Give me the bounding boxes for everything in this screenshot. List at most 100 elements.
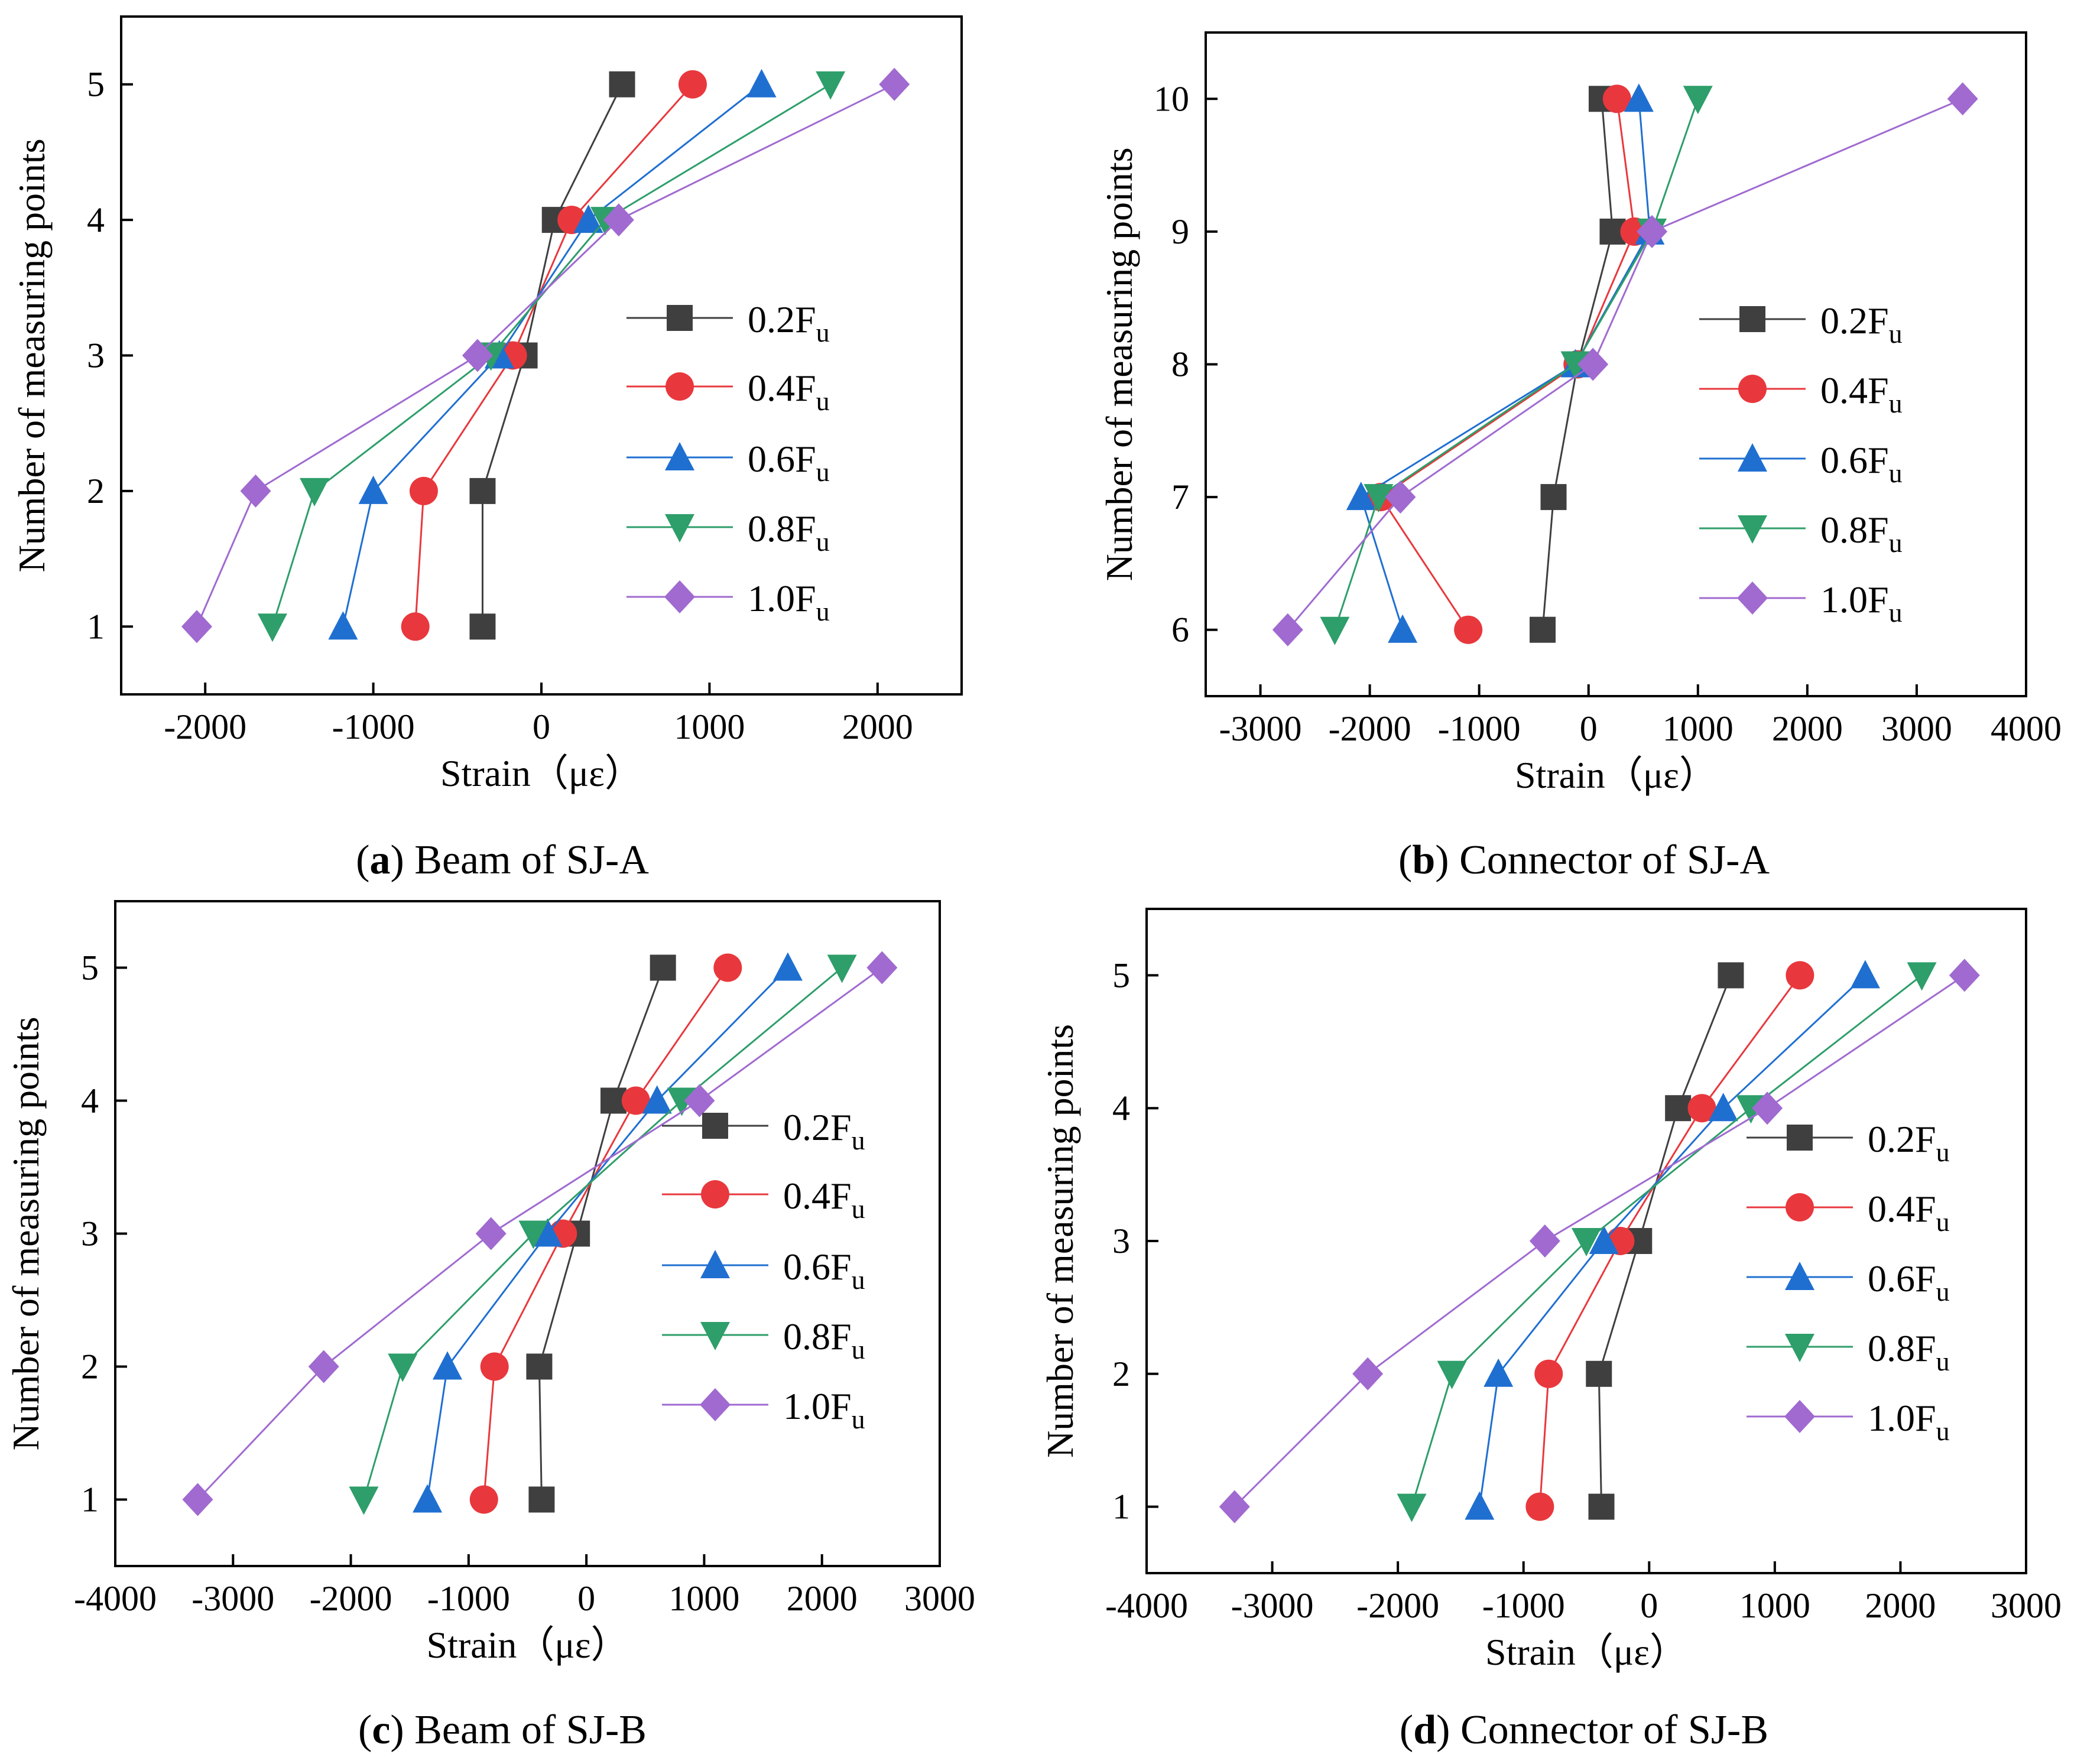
y-axis-title: Number of measuring points	[1098, 147, 1140, 581]
series-10Fu	[1219, 959, 1980, 1523]
data-point	[879, 67, 910, 101]
y-tick-label: 6	[1171, 610, 1189, 649]
data-point	[1560, 351, 1590, 380]
legend-label: 0.6Fu	[1868, 1258, 1950, 1307]
data-point	[827, 954, 857, 983]
data-point	[1577, 347, 1609, 381]
legend-label: 0.2Fu	[1820, 300, 1903, 349]
legend-marker	[1787, 1125, 1813, 1151]
data-point	[1525, 1492, 1554, 1521]
panel-caption: (d) Connector of SJ-B	[1400, 1707, 1768, 1753]
y-axis-title: Number of measuring points	[1039, 1024, 1081, 1458]
data-point	[1947, 82, 1978, 116]
x-tick-label: 1000	[668, 1579, 739, 1618]
data-point	[1718, 962, 1744, 989]
y-tick-label: 2	[81, 1347, 99, 1386]
x-tick-label: -4000	[74, 1579, 157, 1618]
data-point	[1352, 1357, 1384, 1391]
legend-marker	[1738, 443, 1767, 472]
y-tick-label: 9	[1171, 212, 1189, 251]
x-tick-label: -1000	[332, 707, 415, 746]
data-point	[1588, 1493, 1615, 1520]
y-tick-label: 4	[87, 200, 105, 239]
data-point	[328, 611, 358, 640]
legend-item: 0.6Fu	[662, 1246, 865, 1295]
x-tick-label: -3000	[1231, 1586, 1314, 1625]
data-point	[182, 1483, 213, 1516]
x-tick-label: -4000	[1105, 1586, 1188, 1625]
chart-panel-b: -3000 -2000 -1000 0 1000 2000 3000 4000 6 7 8 9 10 St…	[1098, 31, 2062, 883]
x-tick-label: -3000	[1219, 709, 1302, 748]
data-point	[1219, 1490, 1250, 1523]
data-point	[1484, 1358, 1514, 1387]
series-line	[414, 83, 694, 627]
x-axis-title: Strain（με）	[1515, 754, 1717, 796]
x-tick-label: 0	[577, 1579, 595, 1618]
data-point	[609, 71, 635, 98]
legend-marker	[1738, 515, 1767, 544]
data-point	[349, 1486, 379, 1515]
data-point	[475, 1217, 507, 1250]
data-point	[746, 69, 777, 98]
legend-marker	[1784, 1400, 1815, 1433]
legend-marker	[664, 580, 695, 613]
panel-caption: (b) Connector of SJ-A	[1398, 837, 1770, 883]
data-point	[1364, 484, 1394, 513]
data-point	[240, 474, 271, 508]
data-point	[866, 951, 898, 985]
series-line	[342, 83, 762, 627]
data-point	[1530, 616, 1556, 643]
x-tick-label: 3000	[1881, 709, 1952, 748]
y-tick-label: 5	[87, 65, 105, 104]
data-point	[469, 477, 496, 504]
y-tick-label: 4	[1112, 1089, 1130, 1128]
legend-marker	[667, 305, 693, 331]
series-06Fu	[1465, 960, 1880, 1520]
legend-label: 1.0Fu	[783, 1385, 865, 1434]
x-tick-label: -1000	[427, 1579, 510, 1618]
data-point	[1534, 1359, 1563, 1388]
data-point	[1272, 613, 1303, 647]
data-point	[432, 1351, 462, 1380]
legend-marker	[665, 514, 694, 542]
series-06Fu	[328, 69, 777, 640]
data-point	[413, 1484, 443, 1513]
plot-frame	[120, 15, 963, 696]
panel-caption: (c) Beam of SJ-B	[358, 1707, 647, 1753]
y-tick-label: 1	[1112, 1487, 1130, 1526]
legend-label: 0.6Fu	[748, 438, 830, 487]
y-tick-label: 2	[87, 472, 105, 511]
data-point	[1637, 215, 1668, 248]
legend-item: 0.2Fu	[626, 298, 830, 347]
legend-item: 0.8Fu	[1699, 509, 1903, 558]
data-point	[401, 612, 430, 641]
data-point	[409, 476, 438, 505]
series-06Fu	[413, 952, 803, 1513]
legend-item: 1.0Fu	[1699, 579, 1903, 628]
legend-item: 0.8Fu	[1747, 1327, 1950, 1376]
x-tick-label: 0	[1640, 1586, 1658, 1625]
series-10Fu	[181, 67, 910, 644]
x-tick-label: -1000	[1438, 709, 1521, 748]
x-tick-label: 4000	[1991, 709, 2062, 748]
y-tick-label: 10	[1154, 79, 1189, 118]
y-tick-label: 2	[1112, 1354, 1130, 1393]
data-point	[816, 71, 846, 100]
data-point	[1572, 1228, 1601, 1256]
x-tick-label: 0	[533, 707, 550, 746]
legend-marker	[1786, 1193, 1814, 1222]
data-point	[650, 954, 676, 981]
legend-marker	[700, 1388, 731, 1421]
legend-label: 0.8Fu	[1820, 509, 1903, 558]
x-tick-label: 2000	[1865, 1586, 1936, 1625]
x-tick-label: 1000	[1663, 709, 1734, 748]
legend-marker	[665, 442, 694, 470]
data-point	[528, 1486, 555, 1513]
legend-item: 0.4Fu	[662, 1175, 865, 1224]
data-point	[667, 1087, 697, 1116]
x-tick-label: -2000	[164, 707, 246, 746]
series-10Fu	[1272, 82, 1978, 647]
legend-item: 0.8Fu	[662, 1315, 865, 1365]
data-point	[526, 1353, 553, 1380]
